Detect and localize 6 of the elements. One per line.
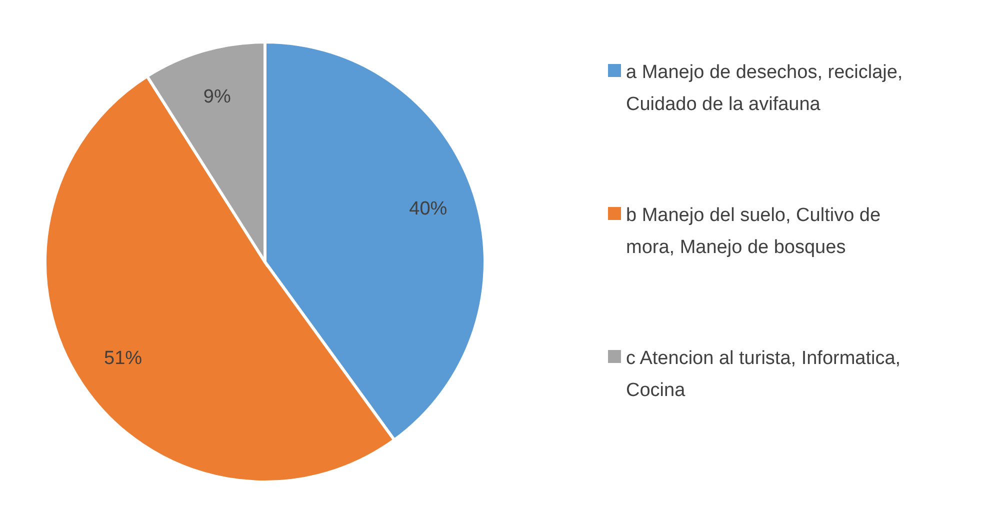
data-label: 40% (409, 198, 448, 220)
legend-label: c Atencion al turista, Informatica, Cocina (626, 348, 901, 400)
data-label: 9% (203, 86, 231, 108)
legend-label: a Manejo de desechos, reciclaje, Cuidado de la avifauna (626, 62, 903, 114)
data-label: 51% (104, 348, 142, 369)
legend-label: b Manejo del suelo, Cultivo de mora, Manejo de bosques (626, 204, 881, 258)
